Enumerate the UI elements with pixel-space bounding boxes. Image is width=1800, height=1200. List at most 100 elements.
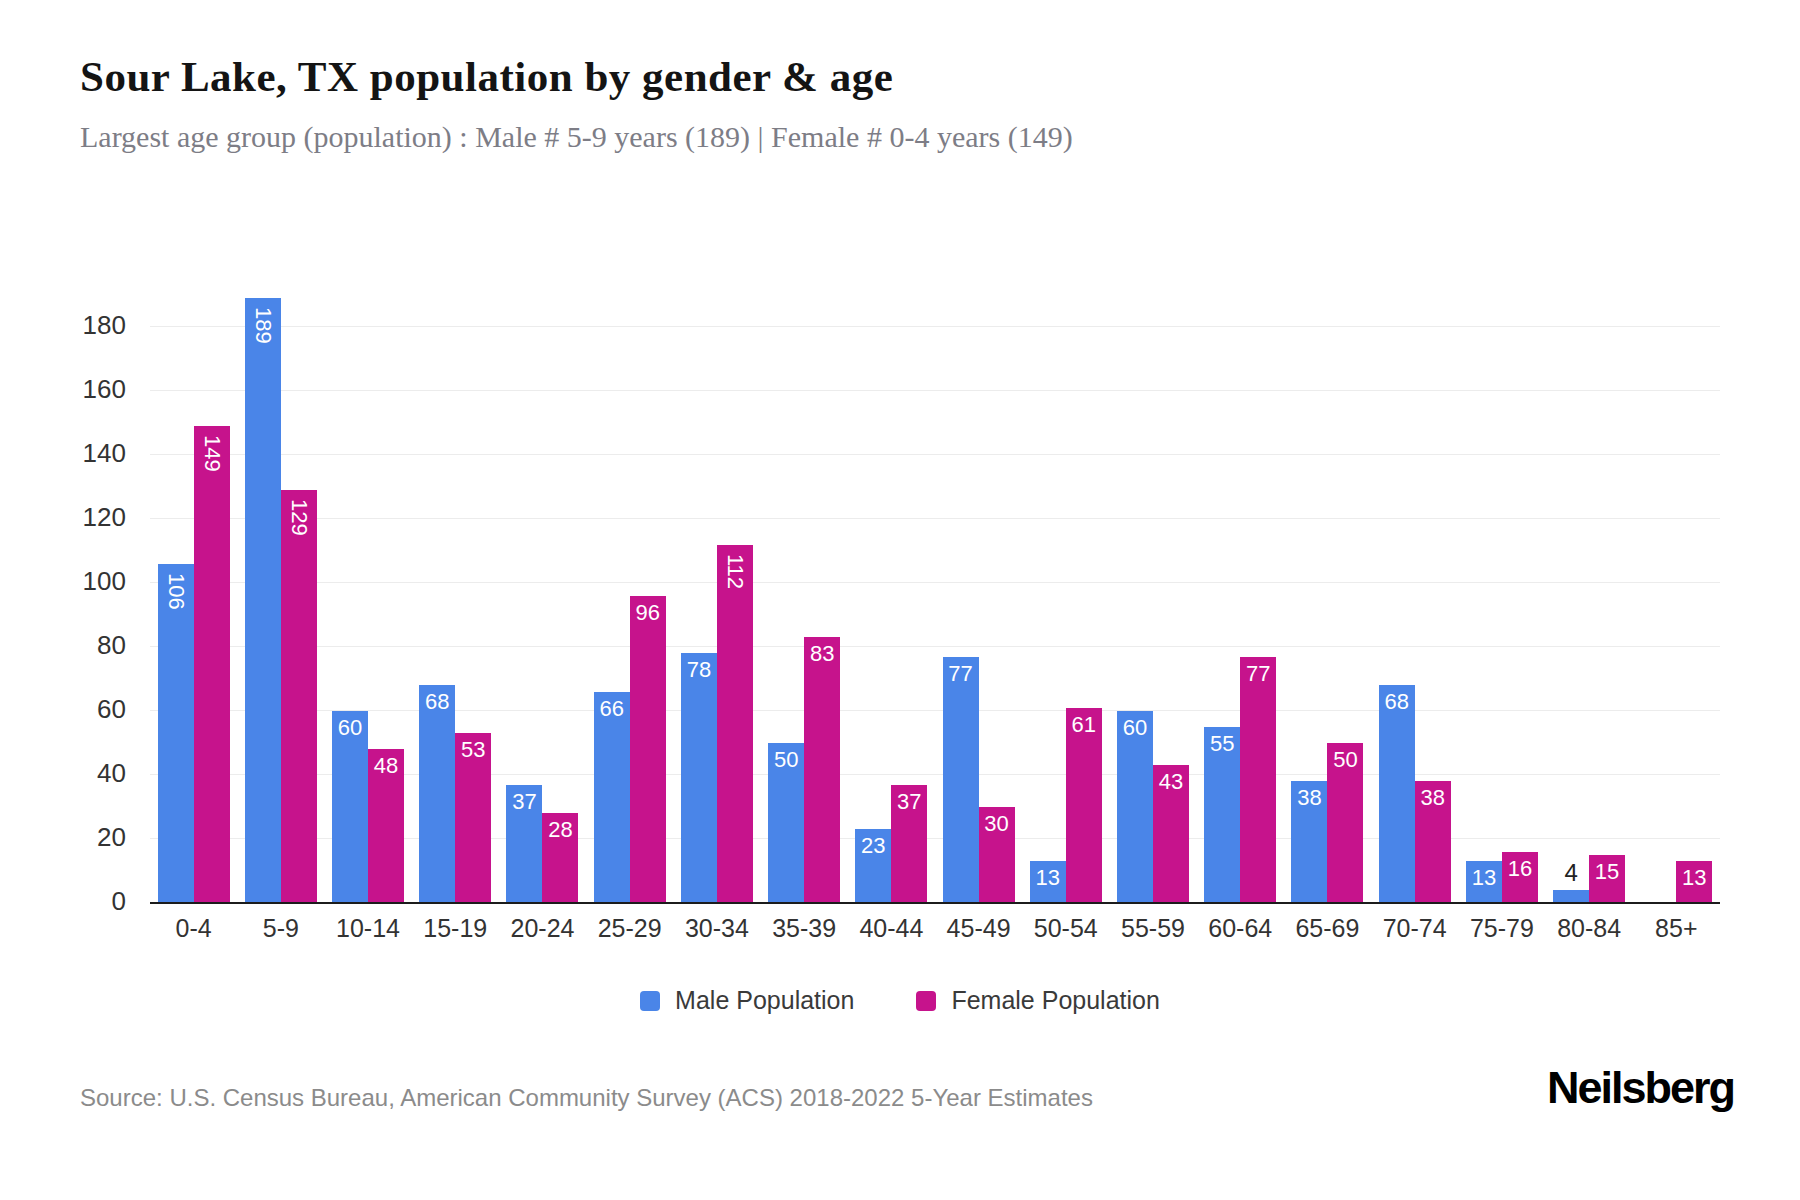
bar-female: 15 [1589, 855, 1625, 903]
legend-label: Male Population [675, 986, 854, 1015]
y-axis-label: 120 [22, 502, 126, 533]
bar-female: 53 [455, 733, 491, 903]
x-axis-label: 20-24 [499, 914, 586, 943]
bar-group: 13 61 [1022, 263, 1109, 903]
bar-female: 77 [1240, 657, 1276, 903]
bar-female: 112 [717, 545, 753, 903]
bar-female: 48 [368, 749, 404, 903]
legend-item: Female Population [916, 986, 1159, 1015]
bar-value-label: 53 [461, 738, 485, 762]
bar-male: 23 [855, 829, 891, 903]
bar-group: 60 43 [1109, 263, 1196, 903]
bar-female: 43 [1153, 765, 1189, 903]
bar-value-label: 77 [1246, 662, 1270, 686]
bar-male: 37 [506, 785, 542, 903]
y-axis-label: 60 [22, 694, 126, 725]
x-axis-label: 45-49 [935, 914, 1022, 943]
bar-value-label: 61 [1072, 713, 1096, 737]
bar-female: 13 [1676, 861, 1712, 903]
x-axis-label: 10-14 [324, 914, 411, 943]
bar-female: 96 [630, 596, 666, 903]
y-axis-label: 20 [22, 822, 126, 853]
bar-value-label: 37 [897, 790, 921, 814]
bar-value-label: 38 [1297, 786, 1321, 810]
bar-female: 50 [1327, 743, 1363, 903]
legend-item: Male Population [640, 986, 854, 1015]
bar-male: 60 [1117, 711, 1153, 903]
bar-group: 55 77 [1197, 263, 1284, 903]
bar-group: 106 149 [150, 263, 237, 903]
bar-group: 78 112 [673, 263, 760, 903]
bar-male: 13 [1030, 861, 1066, 903]
bar-female: 16 [1502, 852, 1538, 903]
chart-title: Sour Lake, TX population by gender & age [80, 52, 893, 101]
bar-group: 37 28 [499, 263, 586, 903]
bar-group: 66 96 [586, 263, 673, 903]
bar-value-label: 4 [1564, 861, 1577, 885]
bar-value-label: 66 [599, 697, 623, 721]
bar-value-label: 78 [687, 658, 711, 682]
bar-female: 28 [542, 813, 578, 903]
bar-group: 38 50 [1284, 263, 1371, 903]
bar-value-label: 60 [338, 716, 362, 740]
x-axis-label: 15-19 [412, 914, 499, 943]
bar-female: 61 [1066, 708, 1102, 903]
bars-layer: 1061491891296048685337286696781125083233… [150, 263, 1720, 903]
bar-value-label: 55 [1210, 732, 1234, 756]
chart-subtitle: Largest age group (population) : Male # … [80, 120, 1073, 154]
bar-value-label: 112 [723, 554, 747, 589]
x-axis-labels: 0-45-910-1415-1920-2425-2930-3435-3940-4… [150, 914, 1720, 943]
bar-value-label: 149 [200, 435, 224, 472]
bar-value-label: 16 [1508, 857, 1532, 881]
x-axis-label: 70-74 [1371, 914, 1458, 943]
bar-group: 77 30 [935, 263, 1022, 903]
bar-value-label: 28 [548, 818, 572, 842]
bar-value-label: 189 [251, 307, 275, 344]
bar-female: 37 [891, 785, 927, 903]
bar-value-label: 60 [1123, 716, 1147, 740]
bar-female: 30 [979, 807, 1015, 903]
bar-value-label: 96 [635, 601, 659, 625]
x-axis-label: 85+ [1633, 914, 1720, 943]
bar-group: 6838 [1371, 263, 1458, 903]
y-axis-label: 160 [22, 374, 126, 405]
bar-value-label: 13 [1036, 866, 1060, 890]
bar-value-label: 15 [1595, 860, 1619, 884]
x-axis-label: 35-39 [761, 914, 848, 943]
bar-female: 129 [281, 490, 317, 903]
legend-swatch [640, 991, 660, 1011]
y-axis-label: 0 [22, 886, 126, 917]
bar-male: 77 [943, 657, 979, 903]
x-axis-label: 65-69 [1284, 914, 1371, 943]
bar-value-label: 23 [861, 834, 885, 858]
y-axis-label: 180 [22, 310, 126, 341]
bar-value-label: 77 [948, 662, 972, 686]
bar-group: 189 129 [237, 263, 324, 903]
bar-value-label: 30 [984, 812, 1008, 836]
brand-logo: Neilsberg [1547, 1062, 1734, 1114]
bar-male: 50 [768, 743, 804, 903]
bar-group: 4 15 [1546, 263, 1633, 903]
bar-group: 5083 [761, 263, 848, 903]
x-axis-line [150, 902, 1720, 904]
legend-label: Female Population [951, 986, 1159, 1015]
x-axis-label: 40-44 [848, 914, 935, 943]
bar-value-label: 129 [287, 499, 311, 536]
bar-female: 149 [194, 426, 230, 903]
bar-value-label: 37 [512, 790, 536, 814]
x-axis-label: 30-34 [673, 914, 760, 943]
bar-value-label: 13 [1682, 866, 1706, 890]
bar-male: 106 [158, 564, 194, 903]
source-note: Source: U.S. Census Bureau, American Com… [80, 1084, 1093, 1112]
bar-group: 6853 [412, 263, 499, 903]
bar-value-label: 50 [1333, 748, 1357, 772]
legend: Male Population Female Population [0, 986, 1800, 1015]
bar-group: 13 [1633, 263, 1720, 903]
x-axis-label: 5-9 [237, 914, 324, 943]
bar-male: 78 [681, 653, 717, 903]
x-axis-label: 50-54 [1022, 914, 1109, 943]
bar-male: 189 [245, 298, 281, 903]
x-axis-label: 60-64 [1197, 914, 1284, 943]
y-axis-label: 80 [22, 630, 126, 661]
legend-swatch [916, 991, 936, 1011]
